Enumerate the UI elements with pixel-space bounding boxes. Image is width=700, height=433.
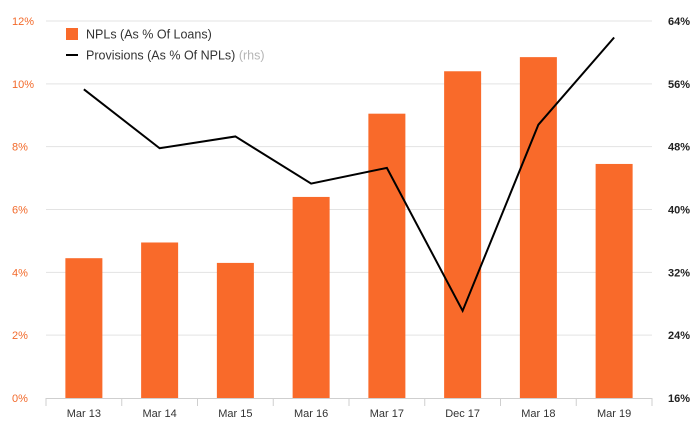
left-tick-label: 8% — [12, 142, 28, 154]
left-axis-ticks: 0% 2% 4% 6% 8% 10% 12% — [12, 16, 34, 405]
right-tick-label: 56% — [668, 79, 690, 91]
bar-npls — [519, 57, 557, 399]
bar-npls — [444, 71, 482, 399]
left-tick-label: 6% — [12, 205, 28, 217]
legend-swatch-npls — [66, 28, 78, 40]
left-tick-label: 10% — [12, 79, 34, 91]
left-tick-label: 12% — [12, 16, 34, 28]
bar-npls — [216, 262, 254, 398]
left-tick-label: 2% — [12, 330, 28, 342]
left-tick-label: 4% — [12, 267, 28, 279]
bar-npls — [292, 196, 330, 398]
x-axis-ticks: Mar 13 Mar 14 Mar 15 Mar 16 Mar 17 Dec 17 Mar … — [67, 408, 632, 420]
x-tick-label: Mar 15 — [218, 408, 252, 420]
x-tick-label: Dec 17 — [445, 408, 480, 420]
x-axis — [45, 398, 653, 406]
right-tick-label: 32% — [668, 267, 690, 279]
x-tick-label: Mar 16 — [294, 408, 328, 420]
right-tick-label: 16% — [668, 393, 690, 405]
gridlines — [46, 20, 652, 336]
bar-npls — [141, 242, 179, 398]
right-tick-label: 48% — [668, 142, 690, 154]
x-tick-label: Mar 18 — [521, 408, 555, 420]
line-series — [83, 36, 615, 314]
right-axis-ticks: 16% 24% 32% 40% 48% 56% 64% — [668, 16, 690, 405]
legend: NPLs (As % Of Loans) Provisions (As % Of… — [66, 28, 265, 63]
bar-npls — [368, 113, 406, 398]
left-tick-label: 0% — [12, 393, 28, 405]
bar-npls — [65, 258, 103, 398]
right-tick-label: 64% — [668, 16, 690, 28]
legend-label-provisions-name: Provisions (As % Of NPLs) — [86, 49, 235, 63]
right-tick-label: 24% — [668, 330, 690, 342]
x-tick-label: Mar 17 — [370, 408, 404, 420]
bar-series — [65, 57, 633, 399]
line-provisions — [83, 36, 615, 314]
x-tick-label: Mar 14 — [143, 408, 177, 420]
x-tick-label: Mar 19 — [597, 408, 631, 420]
legend-label-rhs: (rhs) — [239, 49, 265, 63]
x-tick-label: Mar 13 — [67, 408, 101, 420]
bar-npls — [595, 163, 633, 398]
legend-label-npls: NPLs (As % Of Loans) — [86, 28, 212, 42]
legend-label-provisions: Provisions (As % Of NPLs) (rhs) — [86, 49, 265, 63]
right-tick-label: 40% — [668, 205, 690, 217]
